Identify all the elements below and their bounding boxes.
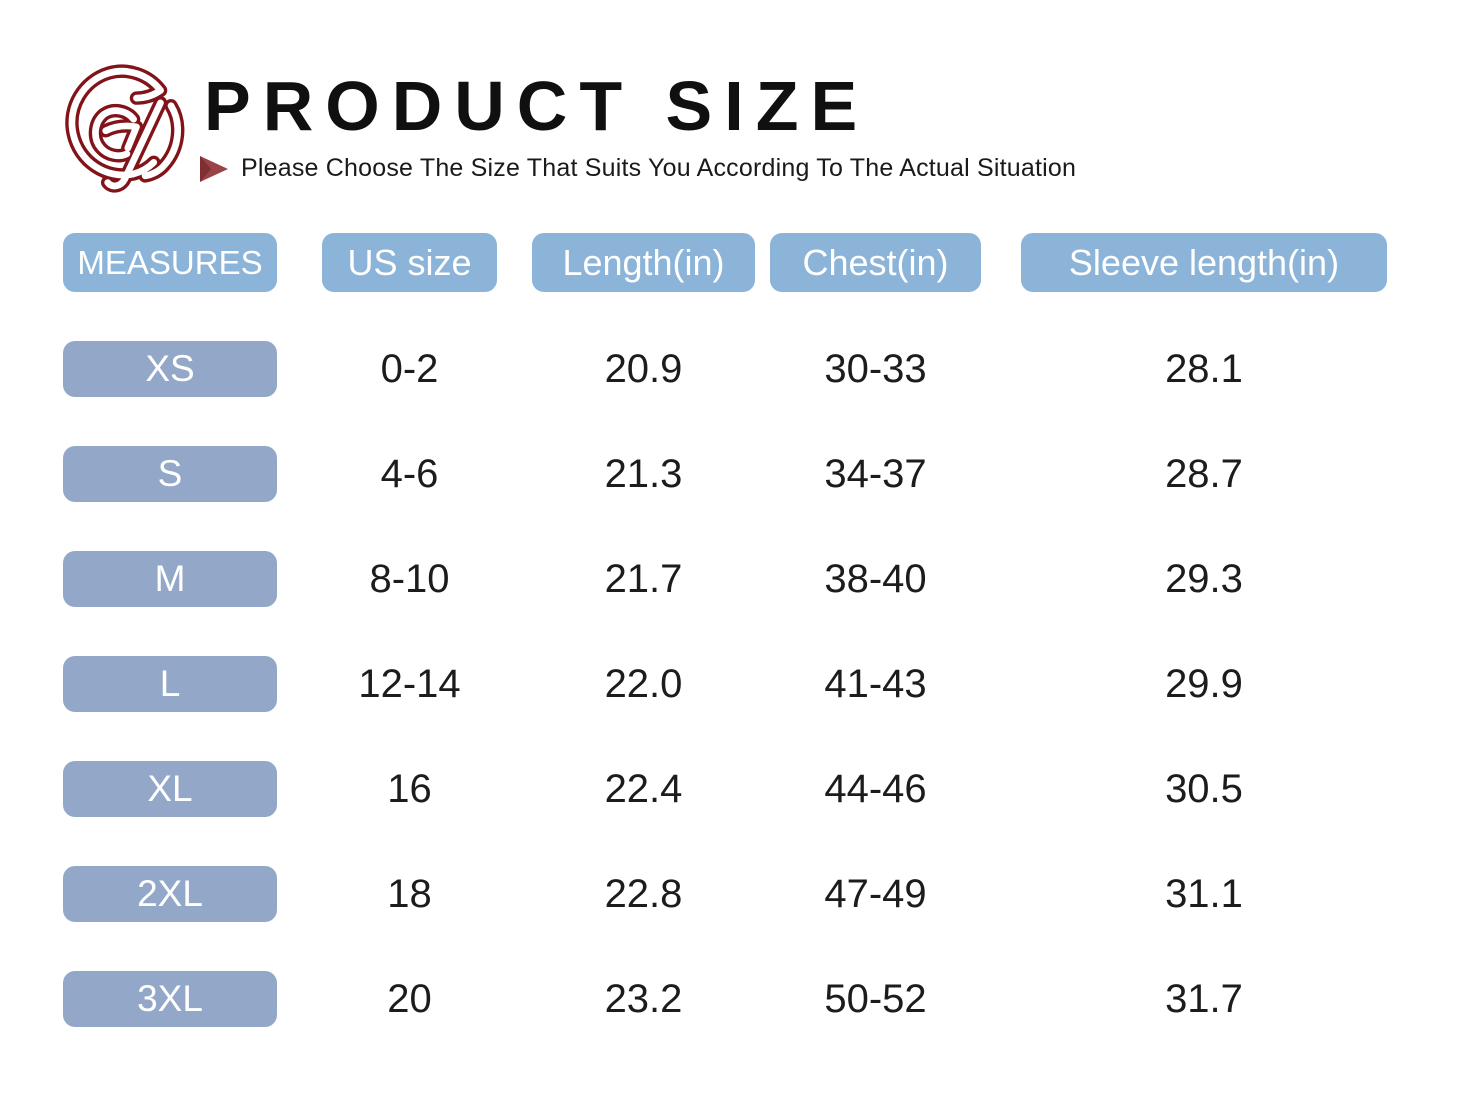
cell-length: 21.3 [604,451,683,496]
size-pill-xs: XS [63,341,277,397]
size-table: MEASURES US size Length(in) Chest(in) Sl… [63,233,1387,1027]
cell-chest: 44-46 [824,766,927,811]
size-pill-2xl: 2XL [63,866,277,922]
cell-length: 22.0 [604,661,683,706]
cell-us-size: 12-14 [358,661,461,706]
cell-sleeve: 31.1 [1165,871,1243,916]
cell-chest: 50-52 [824,976,927,1021]
cell-length: 21.7 [604,556,683,601]
brand-logo-icon [65,64,185,193]
cell-sleeve: 29.3 [1165,556,1243,601]
cell-us-size: 16 [387,766,432,811]
size-pill-3xl: 3XL [63,971,277,1027]
cell-length: 23.2 [604,976,683,1021]
cell-length: 22.4 [604,766,683,811]
cell-length: 20.9 [604,346,683,391]
column-header-chest: Chest(in) [770,233,981,292]
column-header-length: Length(in) [532,233,755,292]
cell-chest: 38-40 [824,556,927,601]
size-pill-m: M [63,551,277,607]
cell-us-size: 18 [387,871,432,916]
cell-us-size: 0-2 [380,346,439,391]
cell-chest: 34-37 [824,451,927,496]
cell-sleeve: 29.9 [1165,661,1243,706]
column-header-us-size: US size [322,233,497,292]
subtitle-text: Please Choose The Size That Suits You Ac… [241,154,1077,182]
arrow-right-icon [200,155,228,182]
cell-sleeve: 31.7 [1165,976,1243,1021]
cell-us-size: 4-6 [380,451,439,496]
cell-sleeve: 28.7 [1165,451,1243,496]
cell-chest: 41-43 [824,661,927,706]
size-pill-l: L [63,656,277,712]
size-pill-s: S [63,446,277,502]
page-title: PRODUCT SIZE [204,67,870,145]
cell-sleeve: 28.1 [1165,346,1243,391]
cell-us-size: 8-10 [369,556,450,601]
column-header-measures: MEASURES [63,233,277,292]
subtitle-row: Please Choose The Size That Suits You Ac… [199,154,1076,183]
cell-chest: 47-49 [824,871,927,916]
size-pill-xl: XL [63,761,277,817]
cell-length: 22.8 [604,871,683,916]
cell-sleeve: 30.5 [1165,766,1243,811]
cell-chest: 30-33 [824,346,927,391]
column-header-sleeve-length: Sleeve length(in) [1021,233,1387,292]
cell-us-size: 20 [387,976,432,1021]
